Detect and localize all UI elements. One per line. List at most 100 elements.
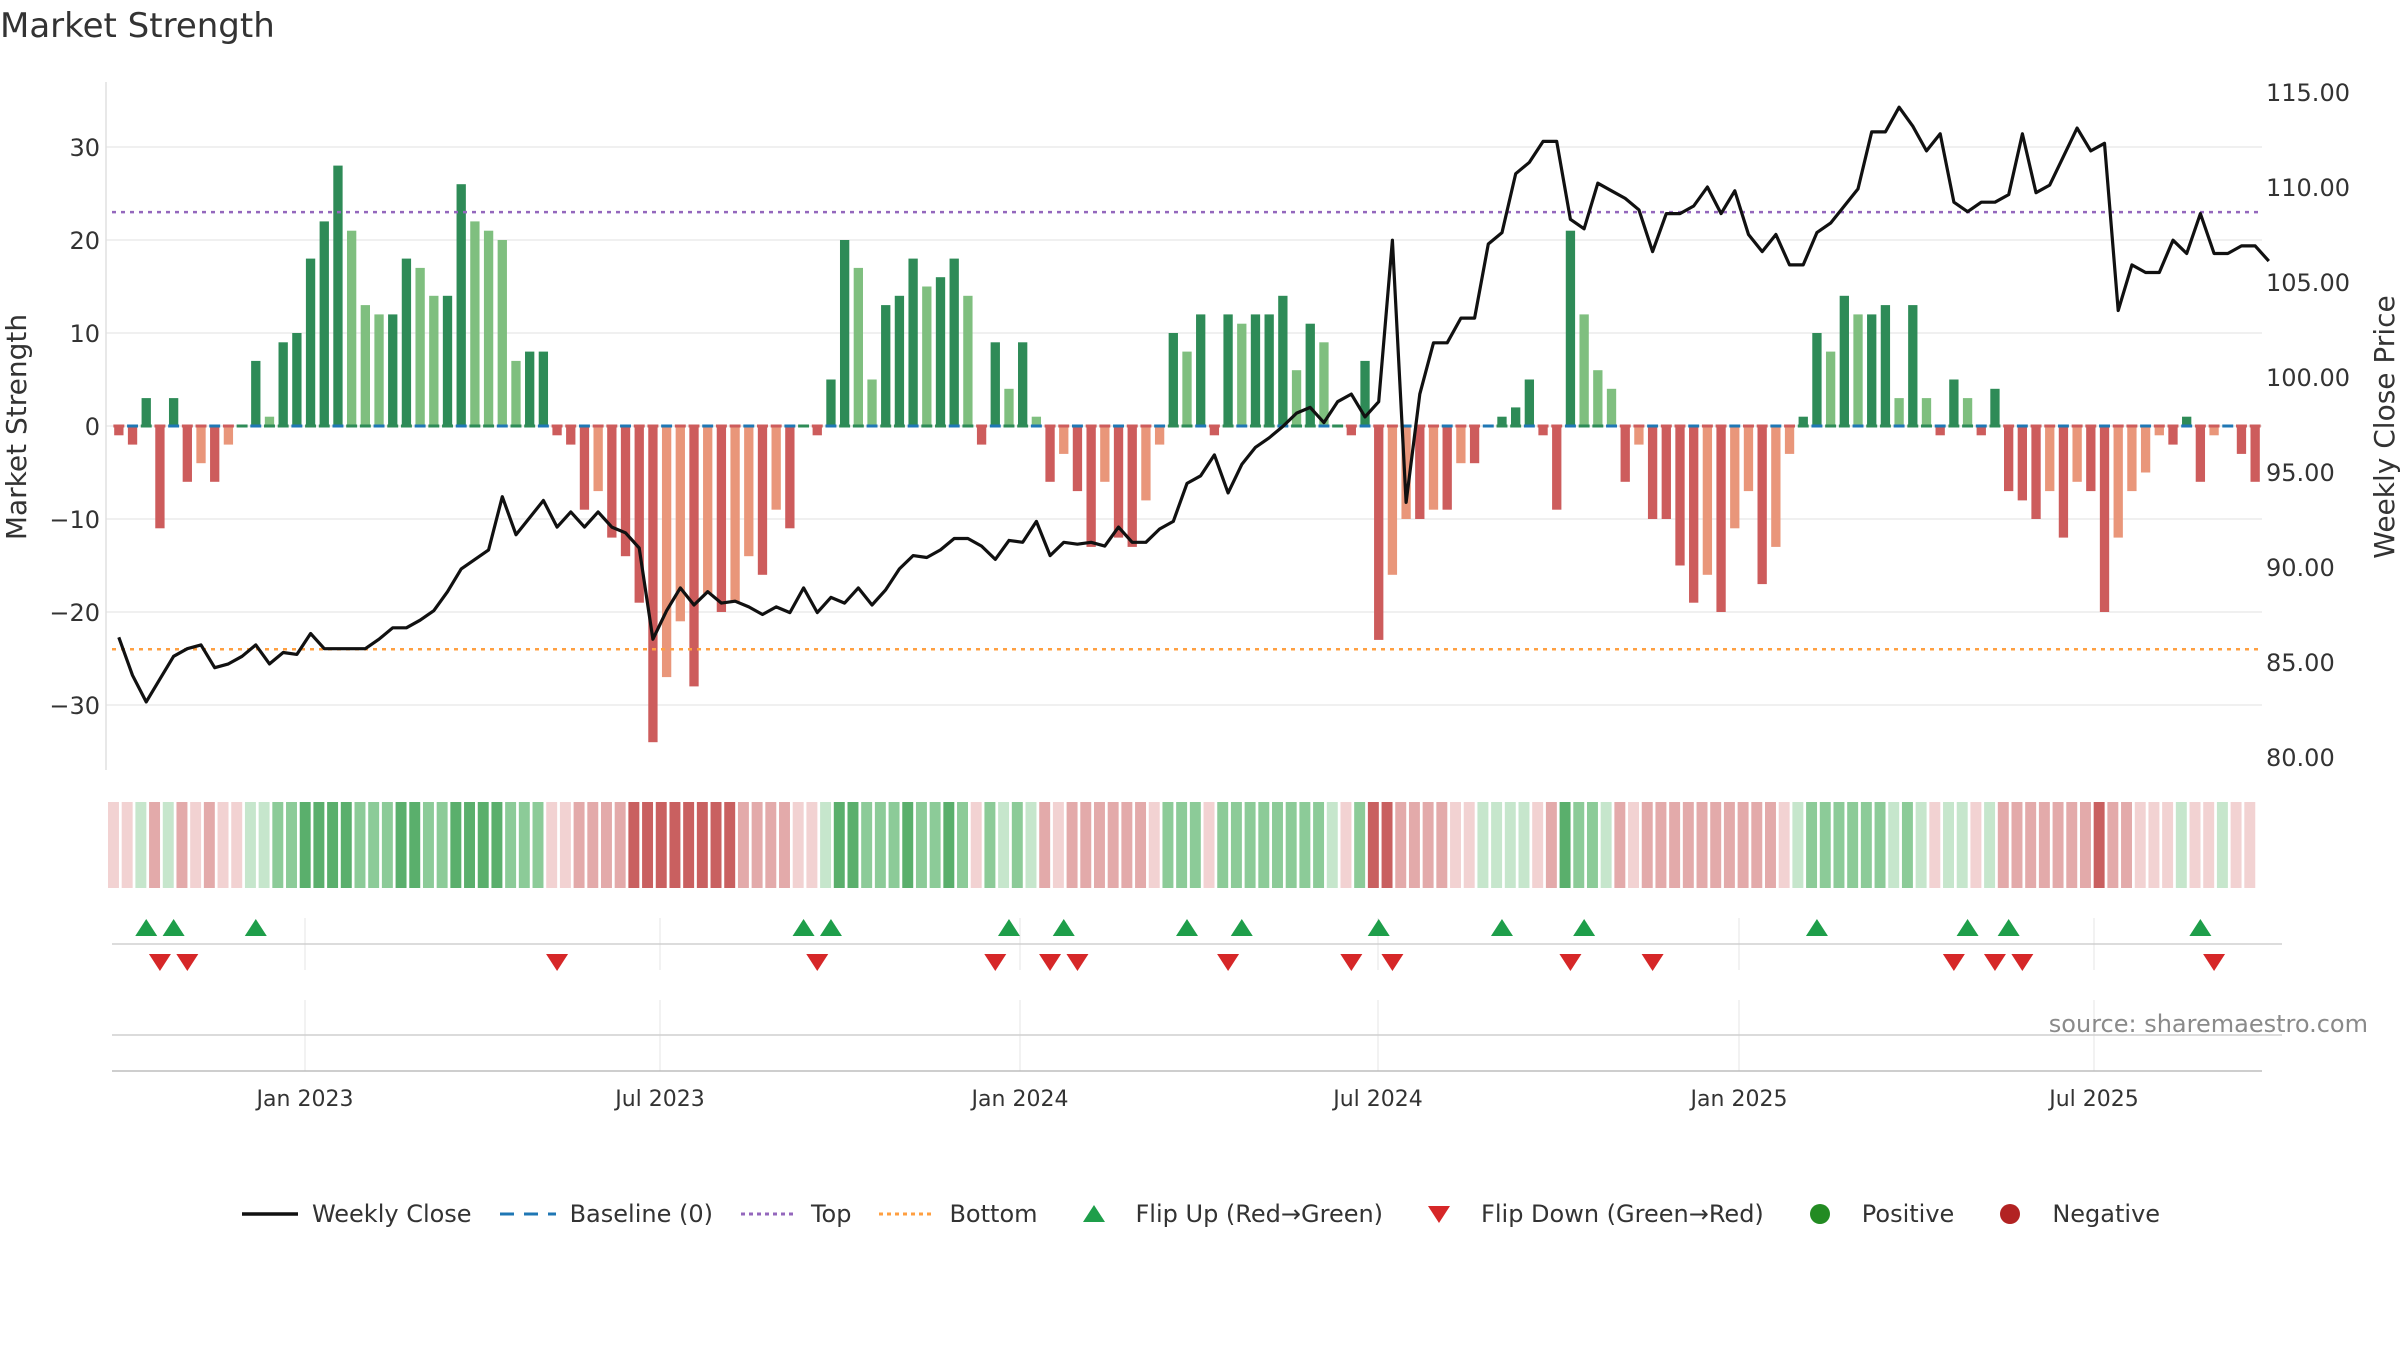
trend-strip-cell xyxy=(2025,802,2037,888)
trend-strip-cell xyxy=(2216,802,2228,888)
trend-strip-cell xyxy=(491,802,503,888)
trend-strip-cell xyxy=(286,802,297,888)
trend-strip-cell xyxy=(2175,802,2187,888)
legend-item: Weekly Close xyxy=(240,1200,472,1228)
strength-bar xyxy=(1908,305,1918,426)
legend-swatch xyxy=(498,1202,558,1226)
legend-swatch xyxy=(240,1202,300,1226)
left-tick-label: 10 xyxy=(69,320,100,348)
trend-strip-cell xyxy=(1052,802,1064,888)
x-tick-label: Jan 2023 xyxy=(255,1087,354,1112)
trend-strip-cell xyxy=(2230,802,2242,888)
trend-strip-cell xyxy=(1819,802,1831,888)
legend-item: Flip Down (Green→Red) xyxy=(1409,1200,1764,1228)
trend-strip-cell xyxy=(1723,802,1735,888)
strength-bar xyxy=(483,230,494,426)
trend-strip-cell xyxy=(1751,802,1763,888)
trend-strip-cell xyxy=(970,802,982,888)
strength-bar xyxy=(963,295,973,426)
trend-strip-cell xyxy=(1765,802,1776,888)
strength-bar xyxy=(1182,351,1192,426)
weekly-close-line xyxy=(117,105,2270,704)
strength-bar xyxy=(1757,426,1767,585)
strength-bar xyxy=(2168,426,2178,445)
trend-strip-cell xyxy=(1162,802,1174,888)
strength-bar xyxy=(1291,370,1302,426)
trend-strip-cell xyxy=(135,802,147,888)
trend-strip-cell xyxy=(1737,802,1749,888)
left-tick-label: 20 xyxy=(69,227,100,255)
strength-bar xyxy=(374,314,384,426)
trend-strip-cell xyxy=(121,802,133,888)
trend-strip-cell xyxy=(1860,802,1872,888)
trend-strip-cell xyxy=(751,802,763,888)
trend-strip-cell xyxy=(1450,802,1461,888)
strength-bar xyxy=(251,360,261,426)
trend-strip-cell xyxy=(190,802,202,888)
trend-strip-cell xyxy=(1326,802,1338,888)
strength-bar xyxy=(812,426,822,436)
strength-bar xyxy=(744,426,754,557)
strength-bar xyxy=(497,240,507,426)
strength-bar xyxy=(1689,426,1699,603)
trend-strip-cell xyxy=(1970,802,1982,888)
x-tick-label: Jul 2025 xyxy=(2047,1087,2139,1112)
legend: Weekly Close Baseline (0) Top Bottom Flip Up… xyxy=(0,1200,2400,1228)
strength-bar xyxy=(1524,379,1535,426)
strength-bar xyxy=(1346,426,1356,436)
trend-strip-cell xyxy=(779,802,790,888)
strength-bar xyxy=(703,426,713,594)
trend-strip-cell xyxy=(2079,802,2091,888)
strength-bar xyxy=(552,426,562,436)
left-tick-label: −10 xyxy=(49,506,100,534)
trend-strip-cell xyxy=(313,802,325,888)
strength-bar xyxy=(1730,426,1740,529)
trend-strip-cell xyxy=(1874,802,1886,888)
trend-strip-cell xyxy=(532,802,544,888)
strength-bar xyxy=(525,351,535,426)
trend-strip-cell xyxy=(2011,802,2023,888)
x-tick-label: Jan 2024 xyxy=(970,1087,1069,1112)
right-tick-label: 80.00 xyxy=(2266,744,2335,772)
flip-up-marker xyxy=(819,919,842,936)
strength-bar xyxy=(2017,426,2028,501)
trend-strip-cell xyxy=(1039,802,1051,888)
trend-strip-cell xyxy=(477,802,489,888)
strength-bar xyxy=(1702,426,1713,575)
strength-bar xyxy=(579,426,590,510)
strength-bar xyxy=(1497,416,1507,426)
trend-strip-cell xyxy=(272,802,284,888)
strength-bar xyxy=(1784,426,1795,454)
flip-up-marker xyxy=(997,919,1020,936)
legend-label: Negative xyxy=(2052,1200,2161,1228)
right-tick-label: 100.00 xyxy=(2266,364,2350,392)
trend-strip-cell xyxy=(587,802,599,888)
right-tick-label: 115.00 xyxy=(2266,79,2350,107)
strength-bar xyxy=(127,426,138,445)
legend-swatch xyxy=(877,1202,937,1226)
left-tick-label: 0 xyxy=(85,413,100,441)
trend-strip-cell xyxy=(1545,802,1557,888)
strength-bar xyxy=(1606,388,1617,426)
trend-strip-cell xyxy=(1340,802,1352,888)
flip-down-marker xyxy=(806,954,829,971)
trend-strip-cell xyxy=(915,802,927,888)
strength-bar xyxy=(511,360,521,426)
strength-bar xyxy=(333,165,343,426)
strength-bar xyxy=(1620,426,1630,482)
strength-bar xyxy=(1771,426,1781,547)
trend-strip-cell xyxy=(1367,802,1379,888)
strength-bar xyxy=(1319,342,1329,426)
flip-down-marker xyxy=(1559,954,1582,971)
strength-bar xyxy=(1867,314,1877,426)
flip-up-marker xyxy=(1230,919,1253,936)
trend-strip-cell xyxy=(381,802,393,888)
legend-label: Baseline (0) xyxy=(569,1200,713,1228)
flip-up-marker xyxy=(244,919,267,936)
strength-bar xyxy=(935,277,946,426)
strength-bar xyxy=(757,426,768,575)
strength-bar xyxy=(2182,416,2192,426)
trend-strip-cell xyxy=(1559,802,1571,888)
strength-bar xyxy=(1469,426,1480,464)
strength-bar xyxy=(1004,388,1014,426)
